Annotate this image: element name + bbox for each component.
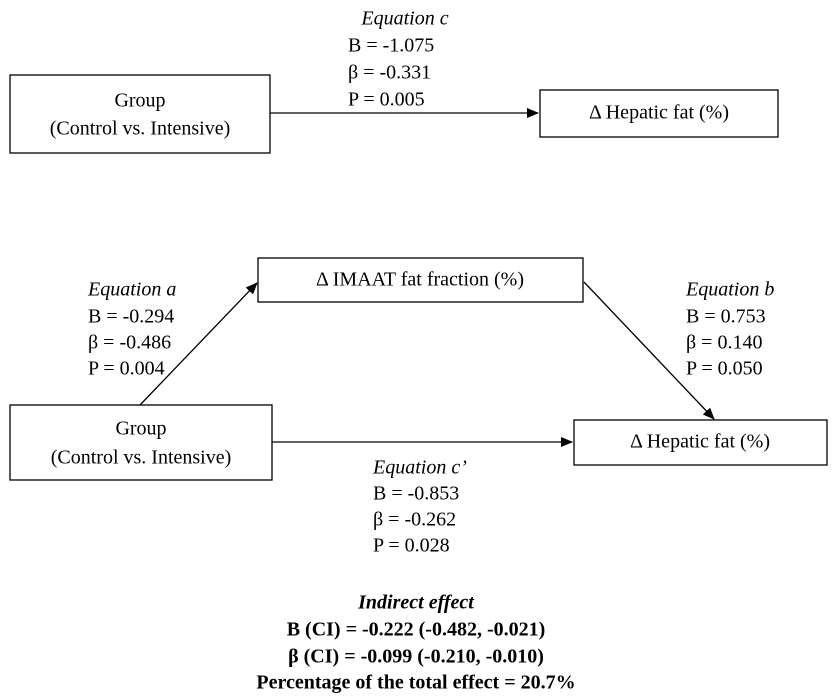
equation-line: B = 0.753: [686, 306, 766, 328]
equation-title: Equation b: [685, 279, 774, 301]
equation-line: β = -0.262: [373, 509, 456, 531]
source-box: [9, 404, 273, 481]
indirect-title: Indirect effect: [357, 592, 475, 614]
target-box: [539, 89, 779, 138]
equation-line: B = -1.075: [348, 35, 434, 57]
source-box: [9, 74, 271, 154]
equation-line: B = -0.294: [88, 306, 174, 328]
equation-line: β = -0.331: [348, 62, 431, 84]
indirect-line: B (CI) = -0.222 (-0.482, -0.021): [287, 619, 546, 641]
indirect-line: β (CI) = -0.099 (-0.210, -0.010): [288, 646, 544, 668]
equation-line: β = -0.486: [88, 332, 171, 354]
source-label: (Control vs. Intensive): [50, 118, 231, 140]
equation-title: Equation c: [360, 8, 448, 30]
equation-line: P = 0.028: [373, 535, 450, 557]
target-label: Δ Hepatic fat (%): [630, 431, 770, 453]
equation-line: B = -0.853: [373, 483, 459, 505]
target-label: Δ Hepatic fat (%): [589, 102, 729, 124]
source-label: Group: [115, 418, 166, 440]
equation-title: Equation a: [87, 279, 176, 301]
target-box: [573, 419, 828, 466]
indirect-line: Percentage of the total effect = 20.7%: [256, 672, 575, 694]
mediator-label: Δ IMAAT fat fraction (%): [316, 269, 524, 291]
source-label: (Control vs. Intensive): [51, 447, 232, 469]
equation-title: Equation c’: [372, 457, 467, 479]
equation-line: P = 0.005: [348, 89, 425, 111]
equation-line: P = 0.050: [686, 358, 763, 380]
equation-line: P = 0.004: [88, 358, 165, 380]
mediator-box: [257, 257, 584, 303]
arrow-a: [139, 282, 258, 406]
arrow-b: [583, 281, 715, 420]
equation-line: β = 0.140: [686, 332, 762, 354]
source-label: Group: [114, 90, 165, 112]
